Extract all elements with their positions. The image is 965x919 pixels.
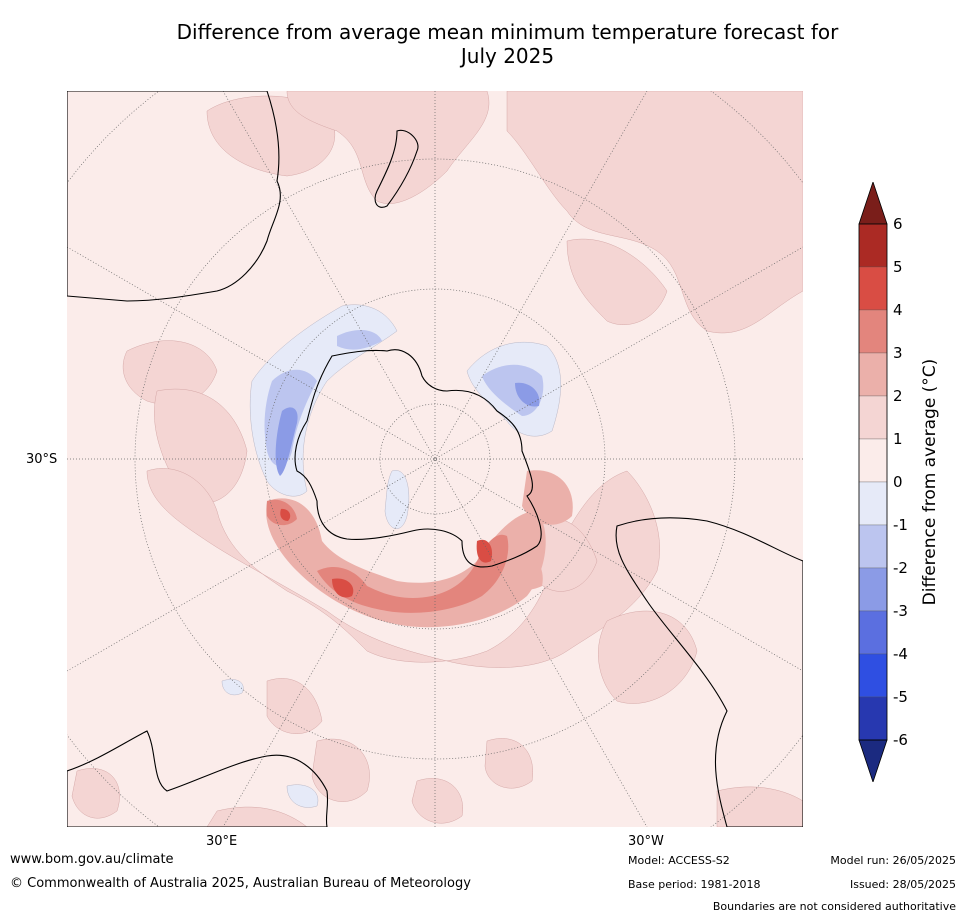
colorbar-band [858, 309, 888, 354]
antarctica-coastline [294, 349, 542, 568]
anomaly-layer-minus3-to-minus2 [275, 382, 540, 476]
map-title: Difference from average mean minimum tem… [60, 20, 955, 68]
footer-model-run: Model run: 26/05/2025 [830, 854, 956, 867]
colorbar-band [858, 438, 888, 483]
south-america-coastline [615, 517, 803, 827]
title-line-1: Difference from average mean minimum tem… [176, 20, 839, 44]
footer-disclaimer: Boundaries are not considered authoritat… [712, 900, 956, 913]
africa-coastline [67, 730, 329, 827]
colorbar-band [858, 653, 888, 698]
title-line-2: July 2025 [460, 44, 555, 68]
colorbar-band [858, 266, 888, 311]
footer-copyright: © Commonwealth of Australia 2025, Austra… [10, 876, 471, 891]
colorbar-top-triangle [858, 180, 888, 225]
colorbar-tick-label: -5 [893, 688, 908, 706]
colorbar-band [858, 696, 888, 741]
colorbar-tick-label: 6 [893, 215, 903, 233]
colorbar-tick-label: 5 [893, 258, 903, 276]
latitude-label-30s: 30°S [26, 452, 58, 467]
colorbar-band [858, 395, 888, 440]
colorbar-tick-label: -1 [893, 516, 908, 534]
colorbar-bottom-triangle [858, 739, 888, 784]
footer-website[interactable]: www.bom.gov.au/climate [10, 852, 174, 867]
anomaly-layer-4-to-5 [280, 508, 493, 598]
graticule [67, 91, 803, 827]
colorbar-tick-label: -4 [893, 645, 908, 663]
colorbar-tick-label: 1 [893, 430, 903, 448]
colorbar-band [858, 481, 888, 526]
colorbar-band [858, 352, 888, 397]
colorbar-label: Difference from average (°C) [920, 358, 940, 606]
colorbar-tick-label: 2 [893, 387, 903, 405]
australia-coastline [67, 91, 281, 302]
footer-issued: Issued: 28/05/2025 [849, 878, 956, 891]
colorbar-tick-label: -6 [893, 731, 908, 749]
footer-base-period: Base period: 1981-2018 [628, 878, 761, 891]
colorbar-tick-label: 3 [893, 344, 903, 362]
colorbar-tick-label: -2 [893, 559, 908, 577]
colorbar-band [858, 524, 888, 569]
map-svg [67, 91, 803, 827]
forecast-map [67, 91, 803, 827]
colorbar-tick-label: -3 [893, 602, 908, 620]
colorbar-band [858, 223, 888, 268]
colorbar [857, 180, 957, 784]
colorbar-band [858, 567, 888, 612]
colorbar-svg [858, 180, 888, 784]
footer-model: Model: ACCESS-S2 [628, 854, 730, 867]
colorbar-tick-label: 0 [893, 473, 903, 491]
longitude-label-30e: 30°E [206, 834, 238, 849]
new-zealand-coastline [374, 129, 419, 208]
colorbar-tick-label: 4 [893, 301, 903, 319]
longitude-label-30w: 30°W [628, 834, 664, 849]
colorbar-band [858, 610, 888, 655]
